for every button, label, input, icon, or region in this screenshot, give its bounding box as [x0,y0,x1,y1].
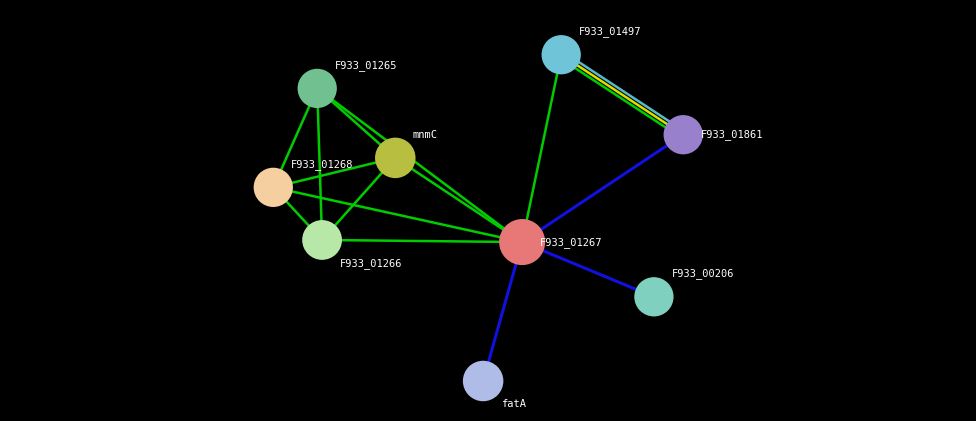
Point [309,85,325,92]
Point [475,378,491,384]
Point [387,155,403,161]
Text: F933_01267: F933_01267 [540,237,602,248]
Point [514,239,530,245]
Text: F933_00206: F933_00206 [671,268,734,279]
Point [675,131,691,138]
Point [553,51,569,58]
Point [646,293,662,300]
Text: F933_01265: F933_01265 [335,60,397,71]
Text: F933_01497: F933_01497 [579,26,641,37]
Text: mnmC: mnmC [413,130,438,140]
Text: F933_01861: F933_01861 [701,129,763,140]
Point [265,184,281,191]
Text: F933_01266: F933_01266 [340,258,402,269]
Point [314,237,330,243]
Text: fatA: fatA [501,399,526,409]
Text: F933_01268: F933_01268 [291,159,353,170]
